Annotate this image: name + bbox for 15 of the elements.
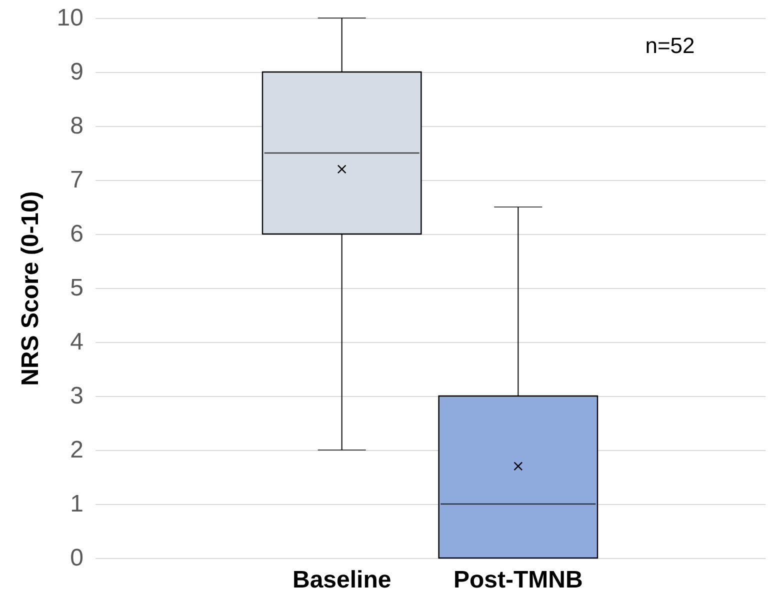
y-tick-label: 1 xyxy=(70,490,84,518)
y-tick-label: 9 xyxy=(70,58,84,86)
y-tick-label: 6 xyxy=(70,220,84,248)
y-tick-label: 5 xyxy=(70,274,84,302)
y-tick-label: 2 xyxy=(70,436,84,464)
y-axis-title: NRS Score (0-10) xyxy=(16,191,44,386)
y-tick-label: 4 xyxy=(70,328,84,356)
y-tick-label: 10 xyxy=(56,4,84,32)
y-tick-label: 0 xyxy=(70,544,84,572)
y-tick-label: 8 xyxy=(70,112,84,140)
x-tick-label: Post-TMNB xyxy=(453,566,583,594)
x-tick-label: Baseline xyxy=(292,566,392,594)
text: n=52 xyxy=(645,33,695,58)
y-tick-label: 3 xyxy=(70,382,84,410)
y-tick-label: 7 xyxy=(70,166,84,194)
